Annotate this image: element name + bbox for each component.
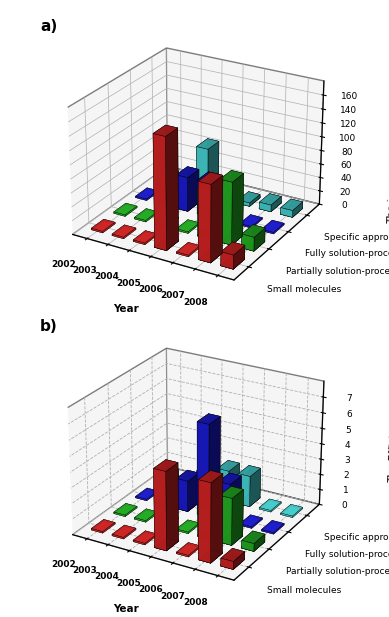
X-axis label: Year: Year [113,304,139,313]
X-axis label: Year: Year [113,604,139,614]
Text: a): a) [40,19,57,33]
Text: b): b) [40,319,58,334]
